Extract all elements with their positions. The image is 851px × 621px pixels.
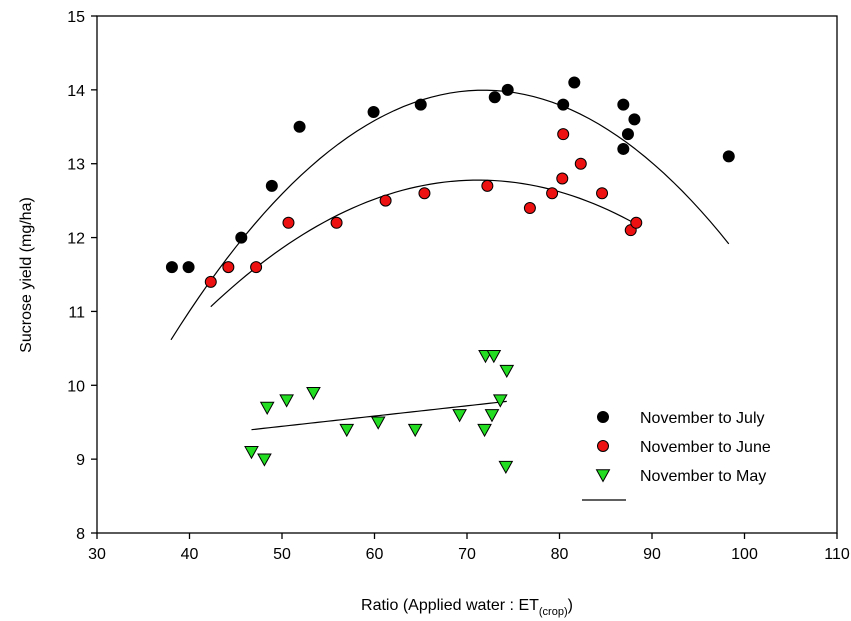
data-point [418,187,431,200]
y-axis-label: Sucrose yield (mg/ha) [18,197,35,353]
data-point [596,187,609,200]
axes: 30 40 50 60 70 80 90 100 110 8 9 10 11 12 13 14 15 [67,9,850,563]
data-point [574,157,587,170]
data-point [617,98,630,111]
data-point [628,113,641,126]
y-tick-label: 9 [76,452,85,469]
data-point [282,216,295,229]
y-tick-label: 15 [67,9,85,26]
data-point [259,401,275,415]
data-point [306,386,321,401]
data-point [339,423,355,438]
data-point [481,179,494,192]
data-point [498,460,514,475]
data-point [630,216,643,229]
data-point [617,142,630,155]
data-point [407,423,423,438]
data-point [222,261,235,274]
data-point [486,350,502,364]
data-point [568,76,581,89]
data-point [523,202,536,215]
legend: November to July November to June November… [582,410,771,501]
data-point [546,187,559,200]
data-point [330,216,343,229]
data-point [414,98,427,111]
data-point [293,120,306,133]
data-point [379,194,392,207]
x-axis-label-end: ) [568,597,573,614]
data-point [492,394,508,408]
legend-label: November to May [640,468,766,485]
x-tick-label: 90 [643,546,661,563]
data-point [250,261,263,274]
data-point [556,172,569,185]
fit-curve [170,89,730,341]
legend-label: November to June [640,439,771,456]
data-point [182,261,195,274]
x-tick-label: 40 [181,546,199,563]
legend-label: November to July [640,410,765,427]
data-point [499,364,515,379]
y-tick-label: 12 [67,231,85,248]
fit-curve [251,400,507,431]
data-point [477,423,492,438]
data-point [244,446,259,460]
x-tick-label: 50 [273,546,291,563]
legend-marker [597,440,609,452]
x-tick-label: 60 [366,546,384,563]
x-axis-label-main: Ratio (Applied water : ET [361,597,539,614]
data-point [488,91,501,104]
data-point [204,275,217,288]
data-point [484,409,500,423]
y-tick-label: 14 [67,83,85,100]
y-tick-label: 11 [68,304,85,321]
x-tick-label: 100 [731,546,758,563]
data-point [557,98,570,111]
data-points [165,76,735,475]
x-tick-label: 80 [551,546,569,563]
data-point [279,394,294,408]
y-tick-label: 8 [76,526,85,543]
legend-marker [595,469,611,483]
y-tick-label: 10 [67,378,85,395]
y-tick-label: 13 [67,157,85,174]
fit-curves [170,89,730,431]
data-point [452,409,467,423]
data-point [257,453,272,467]
x-axis-label: Ratio (Applied water : ET(crop)) [361,597,573,618]
legend-marker [597,411,609,423]
data-point [621,128,634,141]
x-tick-label: 110 [824,546,850,563]
data-point [265,179,278,192]
data-point [370,416,386,430]
x-tick-label: 70 [458,546,476,563]
data-point [235,231,248,244]
data-point [165,261,178,274]
data-point [557,128,570,141]
data-point [501,83,514,96]
data-point [722,150,735,163]
x-tick-label: 30 [88,546,106,563]
data-point [367,106,380,119]
x-axis-label-subscript: (crop) [539,606,568,618]
fit-curve [210,179,637,308]
